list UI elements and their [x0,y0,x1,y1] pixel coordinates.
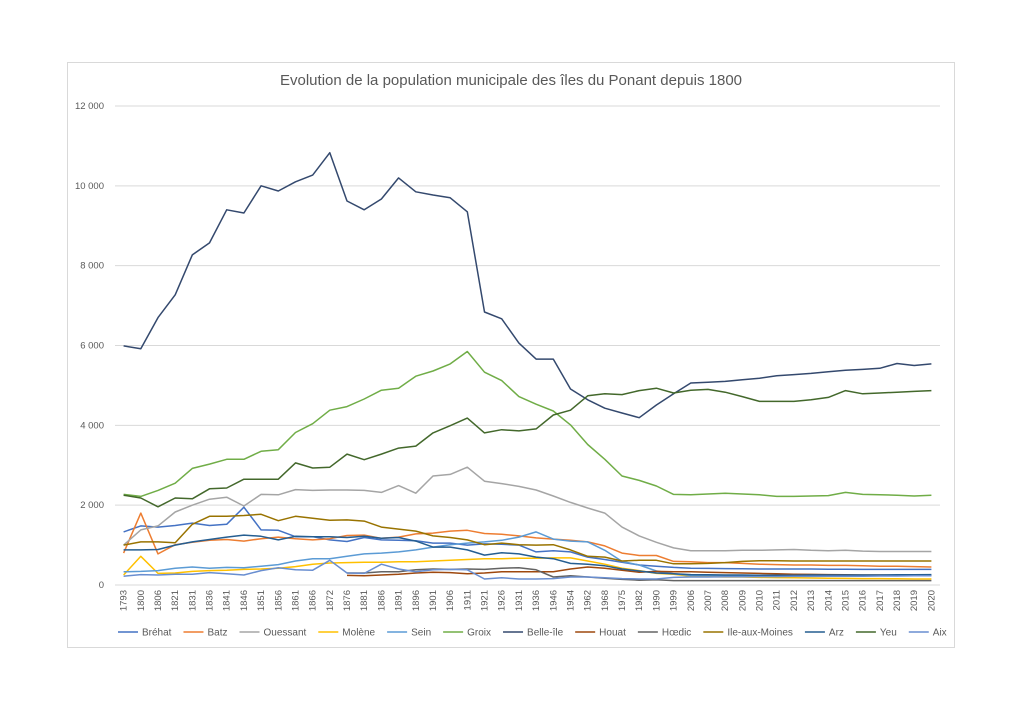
x-tick-label: 1886 [376,590,387,611]
x-tick-label: 1921 [480,590,491,611]
legend-label: Groix [467,628,491,639]
legend-label: Arz [829,628,844,639]
chart-area [67,62,955,648]
x-tick-label: 1891 [394,590,405,611]
x-tick-label: 1906 [445,590,456,611]
x-tick-label: 2013 [806,590,817,611]
x-tick-label: 1990 [651,590,662,611]
legend-label: Hœdic [662,628,691,639]
x-tick-label: 1926 [497,590,508,611]
x-tick-label: 2009 [737,590,748,611]
x-tick-label: 1841 [222,590,233,611]
legend-label: Ile-aux-Moines [727,628,793,639]
series-line-ouessant [123,466,932,553]
series-line-bréhat [123,506,932,571]
x-tick-label: 2011 [772,590,783,610]
series-line-molène [123,555,932,580]
x-tick-label: 1881 [359,590,370,611]
x-tick-label: 1962 [583,590,594,611]
x-tick-label: 1999 [669,590,680,611]
y-tick-label: 8 000 [80,261,104,272]
y-tick-label: 4 000 [80,420,104,431]
x-tick-label: 1872 [325,590,336,611]
series-line-yeu [123,387,932,508]
legend-label: Bréhat [142,628,172,639]
x-tick-label: 2006 [686,590,697,611]
x-tick-label: 2019 [909,590,920,611]
x-tick-label: 1800 [136,590,147,611]
series-line-groix [123,350,932,498]
series-line-batz [122,512,932,568]
x-tick-label: 2020 [926,590,937,611]
legend-label: Yeu [880,628,897,639]
legend-label: Batz [207,628,227,639]
x-tick-label: 1866 [308,590,319,611]
x-tick-label: 1911 [462,590,473,610]
x-tick-label: 2010 [755,590,766,611]
x-tick-label: 2008 [720,590,731,611]
x-tick-label: 1901 [428,590,439,611]
series-line-arz [123,534,932,576]
x-tick-label: 1856 [273,590,284,611]
legend-label: Houat [599,628,626,639]
x-tick-label: 1975 [617,590,628,611]
y-tick-label: 6 000 [80,341,104,352]
x-tick-label: 1982 [634,590,645,611]
series-line-aix [123,559,932,580]
x-tick-label: 1936 [531,590,542,611]
legend-label: Sein [411,628,431,639]
x-tick-label: 1851 [256,590,267,611]
x-tick-label: 1836 [205,590,216,611]
series-line-ile-aux-moines [123,513,932,565]
x-tick-label: 1806 [153,590,164,611]
legend-label: Belle-île [527,628,564,639]
legend-label: Aix [933,628,947,639]
legend-label: Ouessant [263,628,306,639]
y-tick-label: 2 000 [80,500,104,511]
y-tick-label: 10 000 [75,181,104,192]
x-tick-label: 1831 [187,590,198,611]
x-tick-label: 2007 [703,590,714,611]
series-line-belle-île [123,151,932,419]
x-tick-label: 1931 [514,590,525,611]
y-tick-label: 12 000 [75,101,104,112]
x-tick-label: 2015 [840,590,851,611]
x-tick-label: 2018 [892,590,903,611]
x-tick-label: 1896 [411,590,422,611]
x-tick-label: 2014 [823,590,834,611]
legend-label: Molène [342,628,375,639]
x-tick-label: 2016 [858,590,869,611]
x-tick-label: 2017 [875,590,886,611]
x-tick-label: 1861 [290,590,301,611]
x-tick-label: 1821 [170,590,181,611]
chart-title: Evolution de la population municipale de… [280,72,742,89]
x-tick-label: 1846 [239,590,250,611]
x-tick-label: 1954 [565,590,576,611]
x-tick-label: 1946 [548,590,559,611]
x-tick-label: 1876 [342,590,353,611]
x-tick-label: 1793 [119,590,130,611]
x-tick-label: 1968 [600,590,611,611]
y-tick-label: 0 [99,580,104,591]
x-tick-label: 2012 [789,590,800,611]
